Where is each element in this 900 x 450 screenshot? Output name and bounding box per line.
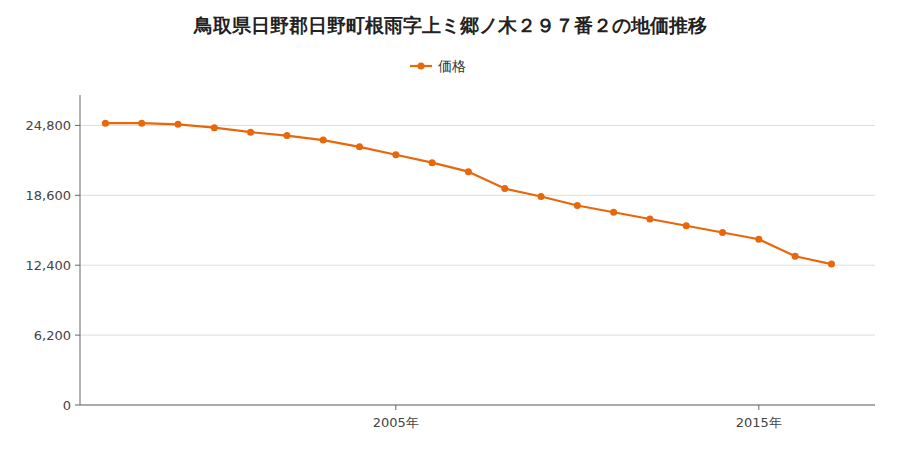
y-tick (75, 335, 80, 336)
y-tick-label: 18,600 (26, 188, 72, 203)
legend-marker (418, 63, 425, 70)
data-point (247, 129, 254, 136)
data-point (320, 137, 327, 144)
chart-container: 鳥取県日野郡日野町根雨字上ミ郷ノ木２９７番２の地価推移 0 6,200 12,400 1… (0, 0, 900, 450)
data-point (574, 202, 581, 209)
data-point (755, 236, 762, 243)
data-point (102, 120, 109, 127)
data-point (392, 151, 399, 158)
y-tick (75, 265, 80, 266)
data-point (501, 185, 508, 192)
data-point (828, 261, 835, 268)
data-point (646, 216, 653, 223)
y-tick-label: 6,200 (34, 328, 71, 343)
data-point (138, 120, 145, 127)
series-line (105, 123, 831, 264)
y-tick-label: 24,800 (26, 118, 72, 133)
x-tick (758, 405, 759, 410)
data-point (175, 121, 182, 128)
y-tick-label: 12,400 (26, 258, 72, 273)
chart-svg: 鳥取県日野郡日野町根雨字上ミ郷ノ木２９７番２の地価推移 0 6,200 12,400 1… (0, 0, 900, 450)
data-point (792, 253, 799, 260)
grid-line (80, 265, 875, 266)
chart-title: 鳥取県日野郡日野町根雨字上ミ郷ノ木２９７番２の地価推移 (193, 14, 707, 36)
y-tick-label: 0 (63, 398, 71, 413)
data-point (610, 209, 617, 216)
x-tick (395, 405, 396, 410)
data-point (683, 222, 690, 229)
x-axis-line (80, 405, 875, 406)
data-point (465, 168, 472, 175)
y-axis-line (80, 95, 81, 405)
y-tick (75, 195, 80, 196)
data-point (283, 132, 290, 139)
data-point (211, 124, 218, 131)
grid-line (80, 405, 875, 406)
grid-line (80, 195, 875, 196)
y-tick (75, 125, 80, 126)
x-axis: 2005年 2015年 (373, 405, 782, 430)
x-tick-label: 2015年 (736, 415, 782, 430)
plot-area (102, 120, 835, 268)
legend-label: 価格 (438, 58, 466, 74)
data-point (429, 159, 436, 166)
x-tick-label: 2005年 (373, 415, 419, 430)
data-point (356, 143, 363, 150)
y-tick (75, 405, 80, 406)
legend: 価格 (410, 58, 466, 74)
data-point (538, 193, 545, 200)
y-grid: 0 6,200 12,400 18,600 24,800 (26, 118, 876, 413)
data-point (719, 229, 726, 236)
grid-line (80, 335, 875, 336)
